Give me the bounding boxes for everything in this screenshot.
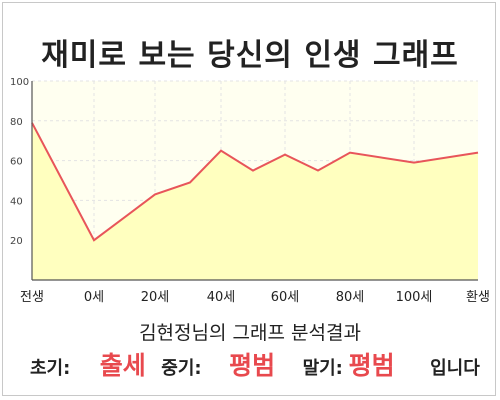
middle-label: 중기: <box>161 358 202 379</box>
x-tick-label: 20세 <box>141 290 170 305</box>
analysis-result: 초기: 출세 중기: 평범 말기: 평범 입니다 <box>30 346 500 382</box>
chart-frame <box>2 2 496 396</box>
x-tick-label: 100세 <box>396 290 433 305</box>
x-tick-label: 80세 <box>336 290 365 305</box>
x-tick-label: 전생 <box>20 290 44 305</box>
y-tick-label: 100 <box>10 77 29 88</box>
result-suffix: 입니다 <box>430 358 480 379</box>
late-value: 평범 <box>348 351 395 380</box>
x-tick-label: 환생 <box>466 290 490 305</box>
x-tick-label: 0세 <box>84 290 104 305</box>
y-tick-label: 40 <box>10 196 23 207</box>
y-tick-label: 60 <box>10 157 23 168</box>
chart-title: 재미로 보는 당신의 인생 그래프 <box>41 38 459 73</box>
series-line <box>31 122 479 242</box>
early-label: 초기: <box>30 358 71 379</box>
area-fill <box>32 122 478 280</box>
x-tick-label: 60세 <box>271 290 300 305</box>
x-tick-label: 40세 <box>207 290 236 305</box>
middle-value: 평범 <box>229 351 276 380</box>
y-tick-label: 20 <box>10 236 23 247</box>
y-tick-label: 80 <box>10 117 23 128</box>
late-label: 말기: <box>302 358 343 379</box>
analysis-summary: 김현정님의 그래프 분석결과 <box>139 322 361 344</box>
early-value: 출세 <box>99 351 146 380</box>
